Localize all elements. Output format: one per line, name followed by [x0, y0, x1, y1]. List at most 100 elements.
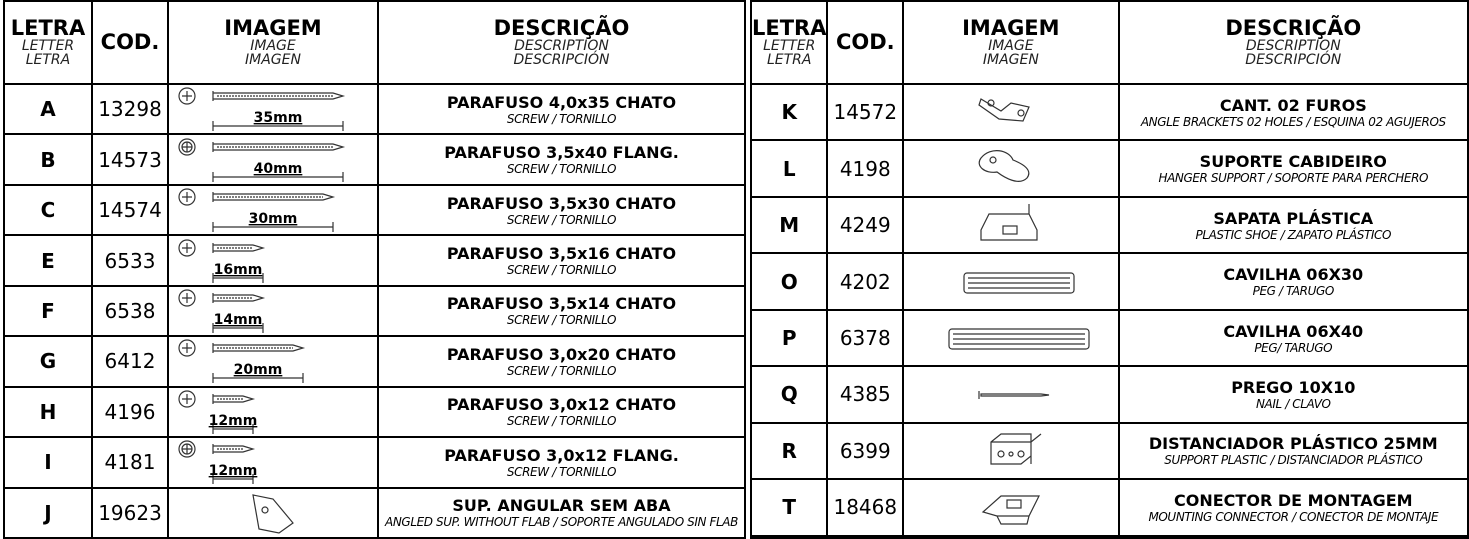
part-name: PARAFUSO 3,5x40 FLANG. [444, 143, 679, 163]
left-table-wrap: LETRA LETTER LETRA COD. IMAGEM IMAGE IMAGEN DES… [3, 0, 746, 539]
header-text: IMAGEM [224, 16, 322, 40]
header-descricao: DESCRIÇÃO DESCRIPTION DESCRIPCIÓN [377, 0, 746, 85]
description: SAPATA PLÁSTICA PLASTIC SHOE / ZAPATO PLÁ… [1117, 195, 1469, 255]
row: C 14574 30mm PARAFUSO 3,5x30 CHATO SCREW / T… [3, 183, 746, 237]
letter: H [3, 385, 93, 439]
header-text: COD. [835, 30, 895, 54]
row: B 14573 40mm PARAFUSO 3,5x40 FLANG. SCREW / … [3, 133, 746, 186]
header-imagem: IMAGEM IMAGE IMAGEN [167, 0, 379, 85]
header-text: IMAGEN [982, 52, 1039, 68]
row: P 6378 CAVILHA 06X40 PEG/ TARUGO [749, 308, 1469, 368]
part-translation: SCREW / TORNILLO [506, 162, 617, 177]
part-drawing: 20mm [178, 339, 306, 384]
description: PARAFUSO 4,0x35 CHATO SCREW / TORNILLO [377, 82, 746, 136]
header-cod: COD. [826, 0, 905, 85]
part-translation: HANGER SUPPORT / SOPORTE PARA PERCHERO [1158, 171, 1429, 186]
header-text: IMAGEN [245, 52, 301, 68]
header-letra: LETRA LETTER LETRA [749, 0, 829, 85]
letter: P [749, 308, 829, 368]
description: SUP. ANGULAR SEM ABA ANGLED SUP. WITHOUT … [377, 486, 746, 539]
part-drawing [978, 98, 1030, 122]
header-text: LETRA [10, 16, 86, 40]
image [902, 139, 1120, 198]
header-text: DESCRIÇÃO [493, 16, 630, 40]
empty-cell [826, 534, 905, 539]
part-name: PARAFUSO 3,0x12 FLANG. [444, 445, 679, 465]
part-translation: ANGLED SUP. WITHOUT FLAB / SOPORTE ANGUL… [385, 515, 738, 530]
part-name: PARAFUSO 3,0x20 CHATO [446, 344, 677, 364]
letter: T [749, 478, 829, 537]
size-label: 12mm [209, 463, 258, 479]
code: 19623 [91, 486, 169, 539]
part-name: CANT. 02 FUROS [1219, 95, 1367, 115]
letter: I [3, 436, 93, 489]
header-text: LETTER [21, 38, 75, 54]
letter: O [749, 252, 829, 311]
part-name: SAPATA PLÁSTICA [1213, 208, 1374, 228]
header-text: DESCRIPCIÓN [1245, 52, 1342, 68]
part-translation: PLASTIC SHOE / ZAPATO PLÁSTICO [1195, 227, 1392, 242]
code: 14574 [91, 183, 169, 237]
image: 30mm [167, 183, 379, 237]
part-translation: ANGLE BRACKETS 02 HOLES / ESQUINA 02 AGU… [1140, 114, 1446, 129]
code: 4385 [826, 365, 905, 424]
part-drawing [990, 433, 1042, 465]
part-drawing: 30mm [178, 188, 336, 233]
size-label: 20mm [234, 362, 283, 378]
image: 40mm [167, 133, 379, 186]
header-text: DESCRIPTION [1245, 38, 1341, 54]
code: 6378 [826, 308, 905, 368]
description: CAVILHA 06X40 PEG/ TARUGO [1117, 308, 1469, 368]
image [902, 421, 1120, 481]
header-descricao: DESCRIÇÃO DESCRIPTION DESCRIPCIÓN [1117, 0, 1469, 85]
image: 35mm [167, 82, 379, 136]
part-name: PARAFUSO 3,5x16 CHATO [446, 244, 677, 264]
description: CANT. 02 FUROS ANGLE BRACKETS 02 HOLES / … [1117, 82, 1469, 142]
size-label: 35mm [254, 110, 303, 126]
description: PARAFUSO 3,5x16 CHATO SCREW / TORNILLO [377, 234, 746, 287]
image [902, 82, 1120, 142]
letter: G [3, 335, 93, 388]
part-translation: PEG / TARUGO [1252, 284, 1335, 299]
part-name: CONECTOR DE MONTAGEM [1174, 490, 1413, 510]
row: M 4249 SAPATA PLÁSTICA PLASTIC SHOE / ZAPAT… [749, 195, 1469, 255]
part-translation: SCREW / TORNILLO [506, 111, 617, 126]
header-text: COD. [100, 30, 160, 54]
letter: B [3, 133, 93, 186]
header-imagem: IMAGEM IMAGE IMAGEN [902, 0, 1120, 85]
row: F 6538 14mm PARAFUSO 3,5x14 CHATO SCREW / TO… [3, 284, 746, 338]
image [902, 252, 1120, 311]
part-name: CAVILHA 06X30 [1223, 265, 1364, 285]
row: I 4181 12mm PARAFUSO 3,0x12 FLANG. SCREW / T… [3, 436, 746, 489]
part-name: PARAFUSO 4,0x35 CHATO [446, 92, 677, 112]
part-translation: PEG/ TARUGO [1254, 340, 1333, 355]
part-name: DISTANCIADOR PLÁSTICO 25MM [1148, 434, 1438, 454]
code: 6533 [91, 234, 169, 287]
part-drawing: 14mm [178, 289, 266, 333]
code: 4196 [91, 385, 169, 439]
image: 14mm [167, 284, 379, 338]
row: A 13298 35mm PARAFUSO 4,0x35 CHATO SCREW / T… [3, 82, 746, 136]
empty-cell [902, 534, 1120, 539]
image [902, 365, 1120, 424]
description: PARAFUSO 3,5x30 CHATO SCREW / TORNILLO [377, 183, 746, 237]
part-drawing: 40mm [178, 138, 346, 182]
header-text: DESCRIPTION [514, 38, 609, 54]
code: 6399 [826, 421, 905, 481]
description: PARAFUSO 3,0x20 CHATO SCREW / TORNILLO [377, 335, 746, 388]
part-translation: SCREW / TORNILLO [506, 263, 617, 278]
letter: M [749, 195, 829, 255]
description: PARAFUSO 3,0x12 CHATO SCREW / TORNILLO [377, 385, 746, 439]
row: Q 4385 PREGO 10X10 NAIL / CLAVO [749, 365, 1469, 424]
part-translation: SUPPORT PLASTIC / DISTANCIADOR PLÁSTICO [1164, 453, 1423, 468]
size-label: 30mm [249, 211, 298, 227]
image: 20mm [167, 335, 379, 388]
right-table: LETRA LETTER LETRA COD. IMAGEM IMAGE IMAGEN DES… [749, 0, 1469, 539]
part-drawing [981, 495, 1040, 525]
part-translation: SCREW / TORNILLO [506, 212, 617, 227]
empty-cell [1117, 534, 1469, 539]
header-text: DESCRIPCIÓN [513, 52, 610, 68]
image: 12mm [167, 385, 379, 439]
left-table: LETRA LETTER LETRA COD. IMAGEM IMAGE IMAGEN DES… [3, 0, 746, 539]
